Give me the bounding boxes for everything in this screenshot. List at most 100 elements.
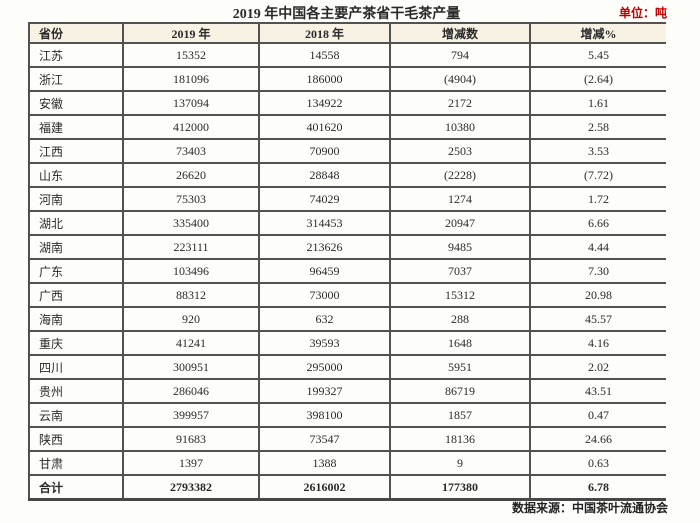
source-label: 数据来源：中国茶叶流通协会	[511, 501, 668, 515]
province-cell: 广东	[28, 259, 124, 284]
value-cell: 5951	[390, 355, 531, 380]
value-cell: 1388	[259, 451, 391, 476]
column-header: 增减数	[390, 22, 531, 44]
value-cell: 2503	[390, 139, 531, 164]
value-cell: 794	[390, 43, 531, 68]
table-row: 江西 73403 70900 2503 3.53	[28, 139, 666, 164]
table-row: 浙江 181096 186000 (4904) (2.64)	[28, 67, 666, 92]
province-cell: 云南	[28, 403, 124, 428]
value-cell: 73547	[259, 427, 391, 452]
value-cell: 86719	[390, 379, 531, 404]
value-cell: 223111	[123, 235, 260, 260]
value-cell: 39593	[259, 331, 391, 356]
table-row: 重庆 41241 39593 1648 4.16	[28, 331, 666, 356]
column-header: 2018 年	[259, 22, 391, 44]
value-cell: 181096	[123, 67, 260, 92]
value-cell: 2.02	[530, 355, 666, 380]
value-cell: 186000	[259, 67, 391, 92]
province-cell: 山东	[28, 163, 124, 188]
value-cell: 73403	[123, 139, 260, 164]
province-cell: 江苏	[28, 43, 124, 68]
value-cell: (4904)	[390, 67, 531, 92]
value-cell: 96459	[259, 259, 391, 284]
value-cell: 0.47	[530, 403, 666, 428]
table-row: 安徽 137094 134922 2172 1.61	[28, 91, 666, 116]
table-row: 福建 412000 401620 10380 2.58	[28, 115, 666, 140]
value-cell: 1648	[390, 331, 531, 356]
unit-label: 单位：吨	[618, 6, 667, 20]
value-cell: 28848	[259, 163, 391, 188]
value-cell: 20947	[390, 211, 531, 236]
value-cell: 920	[123, 307, 260, 332]
value-cell: 1.72	[530, 187, 666, 212]
value-cell: 412000	[123, 115, 260, 140]
value-cell: 9	[390, 451, 531, 476]
province-cell: 福建	[28, 115, 124, 140]
province-cell: 广西	[28, 283, 124, 308]
table-row: 云南 399957 398100 1857 0.47	[28, 403, 666, 428]
value-cell: 2616002	[259, 475, 391, 501]
table-row: 海南 920 632 288 45.57	[28, 307, 666, 332]
value-cell: 9485	[390, 235, 531, 260]
value-cell: 632	[259, 307, 391, 332]
value-cell: 4.16	[530, 331, 666, 356]
column-header: 增减%	[530, 22, 666, 44]
table-row: 贵州 286046 199327 86719 43.51	[28, 379, 666, 404]
table-row: 甘肃 1397 1388 9 0.63	[28, 451, 666, 476]
value-cell: 15312	[390, 283, 531, 308]
value-cell: 6.66	[530, 211, 666, 236]
value-cell: 335400	[123, 211, 260, 236]
value-cell: 103496	[123, 259, 260, 284]
value-cell: 1397	[123, 451, 260, 476]
value-cell: 70900	[259, 139, 391, 164]
table-row: 湖北 335400 314453 20947 6.66	[28, 211, 666, 236]
province-cell: 甘肃	[28, 451, 124, 476]
value-cell: 2793382	[123, 475, 260, 501]
province-cell: 湖北	[28, 211, 124, 236]
value-cell: 398100	[259, 403, 391, 428]
value-cell: 6.78	[530, 475, 666, 501]
table-row: 山东 26620 28848 (2228) (7.72)	[28, 163, 666, 188]
value-cell: 199327	[259, 379, 391, 404]
province-cell: 海南	[28, 307, 124, 332]
value-cell: 45.57	[530, 307, 666, 332]
table-row: 湖南 223111 213626 9485 4.44	[28, 235, 666, 260]
value-cell: 5.45	[530, 43, 666, 68]
value-cell: 213626	[259, 235, 391, 260]
value-cell: 1.61	[530, 91, 666, 116]
table-row: 陕西 91683 73547 18136 24.66	[28, 427, 666, 452]
value-cell: 300951	[123, 355, 260, 380]
value-cell: 286046	[123, 379, 260, 404]
province-cell: 安徽	[28, 91, 124, 116]
tea-production-table: 省份 2019 年 2018 年增减数 增减% 江苏 15352 14558 794 5.45…	[28, 22, 666, 501]
value-cell: 288	[390, 307, 531, 332]
column-header: 省份	[28, 22, 124, 44]
value-cell: 73000	[259, 283, 391, 308]
value-cell: (7.72)	[530, 163, 666, 188]
value-cell: 399957	[123, 403, 260, 428]
table-row: 广西 88312 73000 15312 20.98	[28, 283, 666, 308]
value-cell: 2172	[390, 91, 531, 116]
value-cell: 4.44	[530, 235, 666, 260]
table-body: 江苏 15352 14558 794 5.45 浙江 181096 186000 (4904)(…	[28, 43, 666, 501]
province-cell: 浙江	[28, 67, 124, 92]
value-cell: 41241	[123, 331, 260, 356]
column-header: 2019 年	[123, 22, 260, 44]
province-cell: 湖南	[28, 235, 124, 260]
table-row: 江苏 15352 14558 794 5.45	[28, 43, 666, 68]
value-cell: 20.98	[530, 283, 666, 308]
table-row: 四川 300951 295000 5951 2.02	[28, 355, 666, 380]
value-cell: 3.53	[530, 139, 666, 164]
province-cell: 江西	[28, 139, 124, 164]
value-cell: 15352	[123, 43, 260, 68]
value-cell: 26620	[123, 163, 260, 188]
total-row: 合计 2793382 2616002 177380 6.78	[28, 475, 666, 501]
value-cell: (2228)	[390, 163, 531, 188]
value-cell: 137094	[123, 91, 260, 116]
value-cell: 75303	[123, 187, 260, 212]
value-cell: 74029	[259, 187, 391, 212]
value-cell: 0.63	[530, 451, 666, 476]
table-row: 河南 75303 74029 1274 1.72	[28, 187, 666, 212]
value-cell: (2.64)	[530, 67, 666, 92]
value-cell: 177380	[390, 475, 531, 501]
